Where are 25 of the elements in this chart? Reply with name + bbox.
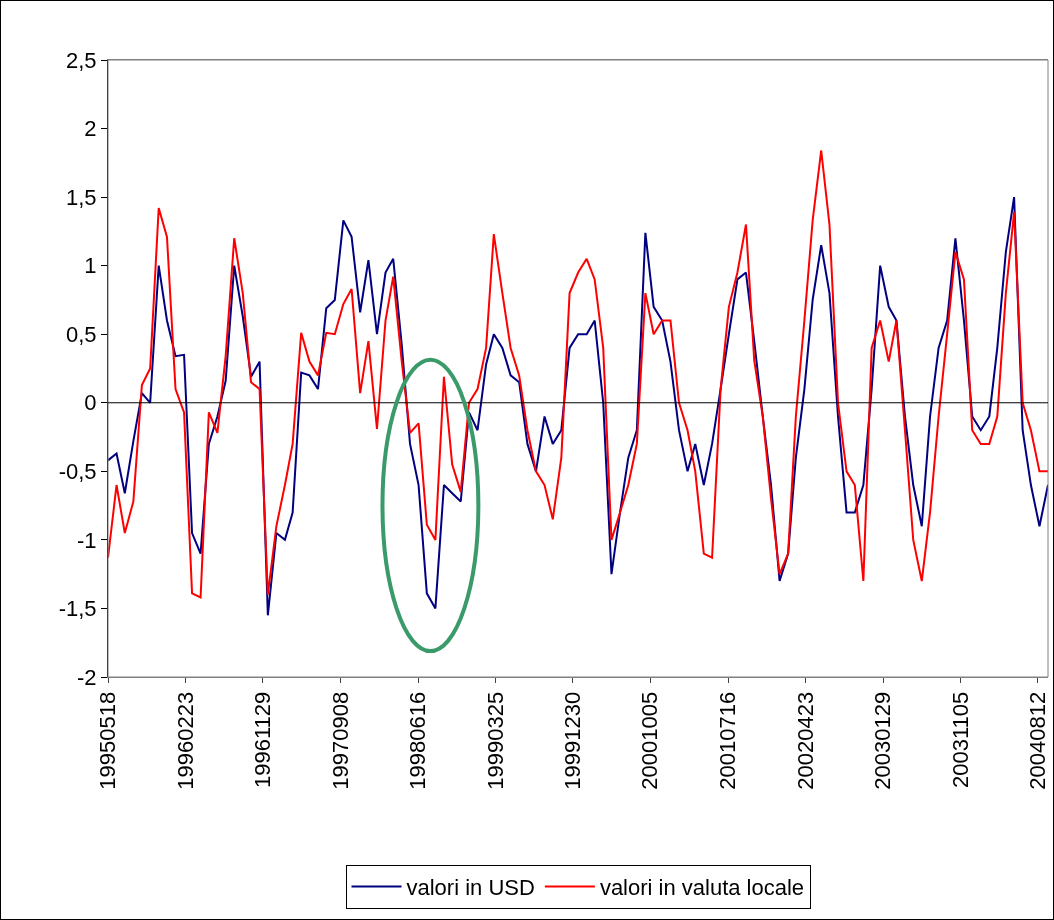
- y-tick-label: 0: [84, 390, 97, 416]
- x-tick-label: 20020423: [792, 691, 818, 790]
- legend-label: valori in valuta locale: [599, 875, 805, 901]
- legend-label: valori in USD: [406, 875, 535, 901]
- x-tick-label: 20030129: [870, 691, 896, 790]
- y-tick-label: -1: [77, 527, 97, 553]
- y-tick-label: -0,5: [58, 459, 97, 485]
- x-tick-label: 20040812: [1024, 691, 1050, 790]
- y-tick-label: 1: [84, 253, 97, 279]
- x-tick-label: 20010716: [715, 691, 741, 790]
- x-tick-label: 19980616: [405, 691, 431, 790]
- x-tick-label: 19960223: [172, 691, 198, 790]
- x-tick-label: 19990325: [482, 691, 508, 790]
- y-tick-label: -1,5: [58, 596, 97, 622]
- y-tick-label: 1,5: [66, 184, 97, 210]
- x-tick-label: 19961129: [249, 691, 275, 789]
- y-tick-label: 0,5: [66, 321, 97, 347]
- y-tick-label: 2: [84, 116, 97, 142]
- y-tick-label: -2: [77, 664, 97, 690]
- x-tick-label: 19991230: [560, 691, 586, 790]
- x-tick-label: 19970908: [327, 691, 353, 790]
- x-tick-label: 20001005: [637, 691, 663, 790]
- y-tick-label: 2,5: [66, 47, 97, 73]
- x-tick-label: 20031105: [947, 691, 973, 789]
- x-tick-label: 19950518: [95, 691, 121, 790]
